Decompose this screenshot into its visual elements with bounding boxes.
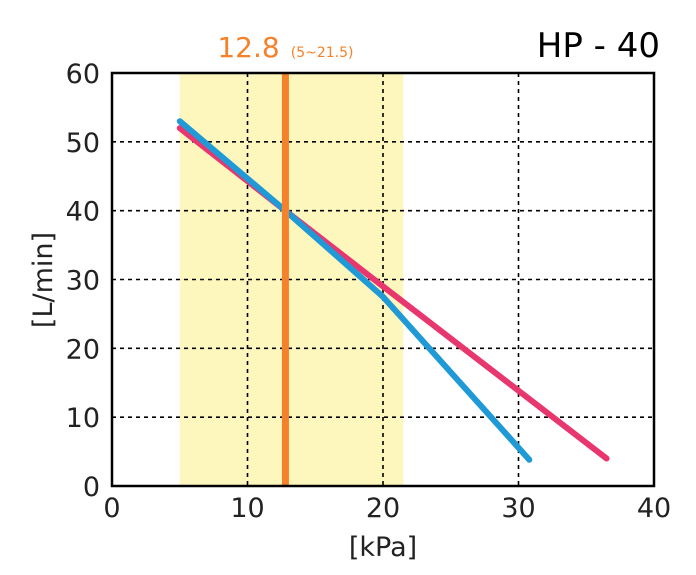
y-tick-label: 20 [66,334,100,365]
x-tick-label: 30 [501,493,535,524]
series-line-2 [176,118,533,463]
marker-value: 12.8 [217,31,279,64]
x-axis-label: [kPa] [349,532,417,563]
y-tick-label: 60 [66,59,100,90]
chart-title: HP - 40 [537,26,660,66]
y-tick-label: 10 [66,403,100,434]
gridlines [112,73,654,486]
marker-range: (5~21.5) [291,45,354,61]
y-tick-label: 40 [66,197,100,228]
y-tick-label: 50 [66,128,100,159]
y-tick-label: 0 [83,472,100,503]
x-tick-label: 40 [637,493,671,524]
x-tick-label: 0 [103,493,120,524]
x-tick-label: 10 [230,493,264,524]
series-layer [176,73,610,486]
marker-label: 12.8 (5~21.5) [217,31,353,64]
tick-labels: 0 10 20 30 40 0 10 20 30 40 50 60 [66,59,672,524]
plot-border [110,71,656,488]
plot-frame [110,71,656,488]
x-tick-label: 20 [366,493,400,524]
y-tick-label: 30 [66,266,100,297]
y-axis-label: [L/min] [28,232,59,328]
